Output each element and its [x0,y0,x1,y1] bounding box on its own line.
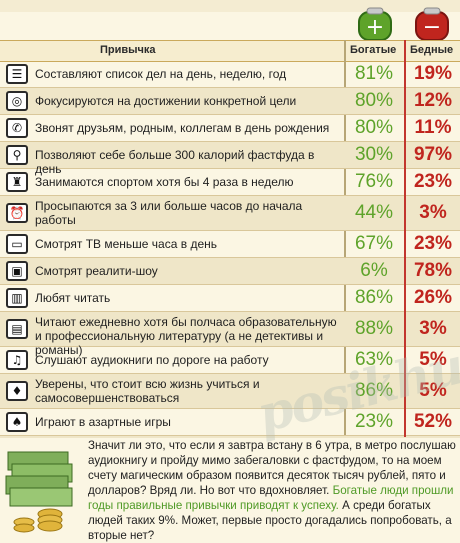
rich-percentage: 63% [354,349,394,370]
ice-cream-icon: ⚲ [6,145,28,165]
rich-percentage: 44% [354,202,394,223]
poor-percentage: 23% [413,171,453,192]
poor-percentage: 5% [419,380,447,401]
habit-label: Смотрят ТВ меньше часа в день [35,237,217,251]
rich-percentage: 80% [354,117,394,138]
rich-symbol: + [366,15,384,40]
alarm-clock-icon: ⏰ [6,203,28,223]
table-row: ▣ Смотрят реалити-шоу 6% 78% [0,258,460,285]
poor-percentage: 3% [419,202,447,223]
poor-percentage: 52% [413,411,453,432]
table-row: ♫ Слушают аудиокниги по дороге на работу 6… [0,347,460,374]
graduation-cap-icon: ♦ [6,381,28,401]
habit-label: Составляют список дел на день, неделю, г… [35,67,287,81]
rich-percentage: 76% [354,171,394,192]
footer-text: Значит ли это, что если я завтра встану … [88,438,456,543]
table-row: ♠ Играют в азартные игры 23% 52% [0,409,460,436]
footer-part-1: Значит ли это, что если я завтра встану … [88,439,456,497]
tv-icon: ▭ [6,234,28,254]
column-divider-poor [404,40,406,437]
poor-percentage: 3% [419,318,447,339]
footer-part-3: А среди богатых людей таких 9%. [88,499,431,527]
rich-percentage: 81% [354,63,394,84]
table-row: ▥ Любят читать 86% 26% [0,285,460,312]
table-row: ▤ Читают ежедневно хотя бы полчаса образо… [0,312,460,357]
rich-percentage: 86% [354,380,394,401]
footer-highlight: Богатые люди прошли годы правильные прив… [88,484,454,512]
habit-label: Позволяют себе больше 300 калорий фастфу… [35,148,315,176]
poor-percentage: 97% [413,144,453,165]
habit-label: Читают ежедневно хотя бы полчаса образов… [35,315,337,357]
spade-icon: ♠ [6,412,28,432]
rich-purse-icon: + [358,7,392,41]
habit-label: Звонят друзьям, родным, коллегам в день … [35,121,330,135]
table-row: ◎ Фокусируются на достижении конкретной ц… [0,88,460,115]
rich-percentage: 6% [360,260,388,281]
phone-icon: ✆ [6,118,28,138]
rich-percentage: 30% [354,144,394,165]
header-rich: Богатые [350,44,397,56]
rich-percentage: 67% [354,233,394,254]
tv-show-icon: ▣ [6,261,28,281]
top-strip [0,0,460,12]
runner-icon: ♜ [6,172,28,192]
table-row: ☰ Составляют список дел на день, неделю, … [0,61,460,88]
poor-percentage: 19% [413,63,453,84]
poor-percentage: 26% [413,287,453,308]
poor-percentage: 5% [419,349,447,370]
poor-percentage: 11% [414,117,452,138]
rich-percentage: 88% [354,318,394,339]
footer [0,438,460,537]
table-row: ♜ Занимаются спортом хотя бы 4 раза в нед… [0,169,460,196]
column-divider-rich [344,40,346,437]
money-stack-icon [5,451,73,533]
habit-label: Уверены, что стоит всю жизнь учиться и с… [35,377,260,405]
table-row: ⏰ Просыпаются за 3 или больше часов до на… [0,196,460,231]
book-icon: ▥ [6,288,28,308]
table-row: ⚲ Позволяют себе больше 300 калорий фастф… [0,142,460,176]
checklist-icon: ☰ [6,64,28,84]
habit-label: Занимаются спортом хотя бы 4 раза в неде… [35,175,294,189]
reading-book-icon: ▤ [6,319,28,339]
headphones-icon: ♫ [6,350,28,370]
header-poor: Бедные [410,44,454,56]
habit-label: Играют в азартные игры [35,415,171,429]
habit-label: Фокусируются на достижении конкретной це… [35,94,297,108]
rich-percentage: 86% [354,287,394,308]
habit-label: Любят читать [35,291,111,305]
table-row: ▭ Смотрят ТВ меньше часа в день 67% 23% [0,231,460,258]
poor-percentage: 23% [413,233,453,254]
table-row: ✆ Звонят друзьям, родным, коллегам в день… [0,115,460,142]
table-row: ♦ Уверены, что стоит всю жизнь учиться и … [0,374,460,409]
habit-label: Просыпаются за 3 или больше часов до нач… [35,199,303,227]
poor-purse-icon: − [415,7,449,41]
header-habit: Привычка [100,44,156,56]
poor-percentage: 12% [413,90,453,111]
rich-percentage: 23% [354,411,394,432]
rich-percentage: 80% [354,90,394,111]
target-icon: ◎ [6,91,28,111]
habit-label: Смотрят реалити-шоу [35,264,158,278]
table-header: Привычка Богатые Бедные [0,40,460,62]
poor-percentage: 78% [413,260,453,281]
habit-label: Слушают аудиокниги по дороге на работу [35,353,269,367]
poor-symbol: − [423,15,441,40]
